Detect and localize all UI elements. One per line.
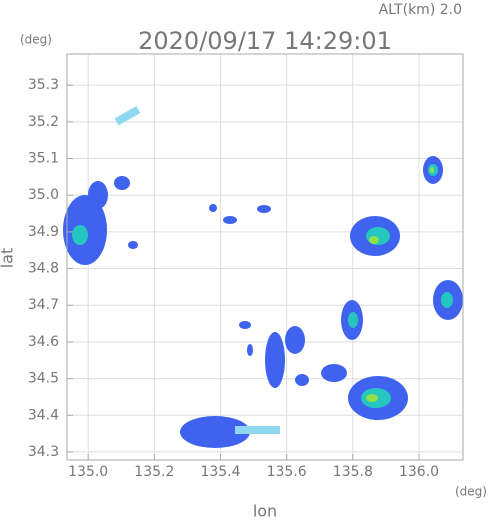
echo — [88, 181, 108, 209]
echo-core — [72, 225, 88, 245]
echo — [223, 216, 237, 224]
x-tick-label: 135.0 — [68, 464, 108, 480]
x-tick-label: 135.4 — [200, 464, 240, 480]
y-tick-label: 34.8 — [28, 261, 59, 277]
y-tick-label: 35.3 — [28, 77, 59, 93]
x-tick-label: 135.2 — [134, 464, 174, 480]
echo — [239, 321, 251, 329]
echo — [257, 205, 271, 213]
y-tick-label: 35.0 — [28, 187, 59, 203]
echo — [285, 326, 305, 354]
x-tick-label: 136.0 — [399, 464, 439, 480]
y-tick-label: 34.4 — [28, 407, 59, 423]
echo — [265, 332, 285, 388]
altitude-label: ALT(km) 2.0 — [379, 2, 462, 18]
y-tick-label: 35.2 — [28, 114, 59, 130]
echo — [180, 416, 250, 448]
echo — [295, 374, 309, 386]
echo — [114, 176, 130, 190]
echo-peak — [430, 167, 434, 173]
y-tick-label: 34.6 — [28, 334, 59, 350]
echo — [247, 344, 253, 356]
y-tick-label: 34.7 — [28, 297, 59, 313]
echo — [209, 204, 217, 212]
x-unit: (deg) — [455, 485, 487, 499]
y-tick-label: 34.5 — [28, 371, 59, 387]
echo — [321, 364, 347, 382]
y-tick-label: 34.3 — [28, 444, 59, 460]
echo-core — [114, 106, 141, 126]
x-tick-label: 135.8 — [333, 464, 373, 480]
y-tick-label: 35.1 — [28, 151, 59, 167]
echo-core — [441, 292, 453, 308]
x-tick-label: 135.6 — [267, 464, 307, 480]
echo — [128, 241, 138, 249]
x-axis-label: lon — [253, 502, 277, 521]
chart-title: 2020/09/17 14:29:01 — [138, 27, 392, 55]
plot-frame — [66, 53, 464, 461]
y-tick-label: 34.9 — [28, 224, 59, 240]
y-unit: (deg) — [20, 33, 52, 47]
echo-core — [348, 312, 358, 328]
echo-peak — [366, 394, 378, 402]
echo-core — [235, 426, 280, 434]
y-axis-label: lat — [0, 248, 17, 269]
radar-echoes — [63, 106, 463, 448]
echo-peak — [369, 236, 379, 244]
